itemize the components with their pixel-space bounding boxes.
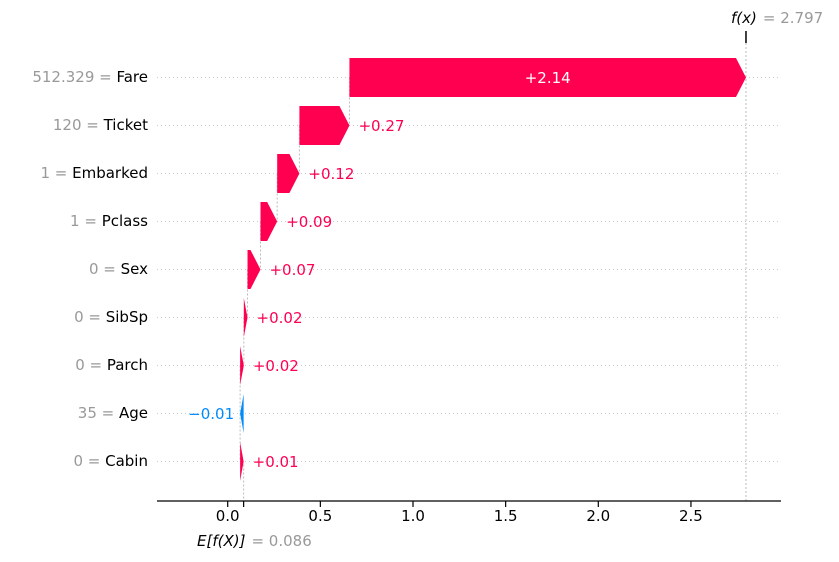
bar-embarked bbox=[277, 154, 300, 193]
feature-name-text: Pclass bbox=[101, 211, 148, 230]
feature-label-parch: 0 = Parch bbox=[75, 355, 148, 376]
feature-label-ticket: 120 = Ticket bbox=[53, 115, 148, 136]
expected-value-annotation: E[f(X)] = 0.086 bbox=[197, 532, 312, 551]
feature-name-text: Embarked bbox=[72, 163, 148, 182]
fx-annotation: f(x) = 2.797 bbox=[731, 9, 823, 28]
feature-label-age: 35 = Age bbox=[78, 403, 148, 424]
x-tick-label: 0.0 bbox=[215, 507, 240, 525]
feature-label-pclass: 1 = Pclass bbox=[70, 211, 148, 232]
contribution-label-age: −0.01 bbox=[188, 404, 235, 423]
feature-value-text: 120 = bbox=[52, 115, 104, 134]
expected-value-math-label: E[f(X)] bbox=[197, 532, 246, 550]
feature-value-text: 0 = bbox=[74, 307, 106, 326]
bar-sex bbox=[247, 250, 261, 289]
bar-pclass bbox=[260, 202, 278, 241]
contribution-label-parch: +0.02 bbox=[252, 356, 299, 375]
feature-name-text: Age bbox=[118, 403, 148, 422]
feature-value-text: 35 = bbox=[77, 403, 119, 422]
feature-value-text: 0 = bbox=[88, 259, 121, 278]
bar-cabin bbox=[240, 442, 244, 481]
feature-value-text: 512.329 = bbox=[32, 67, 117, 86]
x-tick-label: 1.0 bbox=[401, 507, 425, 525]
feature-name-text: Parch bbox=[106, 355, 148, 374]
x-tick-label: 2.0 bbox=[586, 507, 611, 525]
bar-parch bbox=[240, 346, 244, 385]
x-tick-label: 1.5 bbox=[493, 507, 518, 525]
fx-value-text: = 2.797 bbox=[762, 9, 824, 27]
feature-name-text: Sex bbox=[120, 259, 148, 278]
feature-label-fare: 512.329 = Fare bbox=[32, 67, 148, 88]
contribution-label-fare: +2.14 bbox=[524, 68, 571, 87]
feature-label-embarked: 1 = Embarked bbox=[40, 163, 148, 184]
contribution-label-embarked: +0.12 bbox=[308, 164, 355, 183]
feature-label-cabin: 0 = Cabin bbox=[73, 451, 148, 472]
contribution-label-ticket: +0.27 bbox=[358, 116, 405, 135]
bar-fare bbox=[349, 58, 746, 97]
feature-name-text: Fare bbox=[116, 67, 148, 86]
feature-label-sibsp: 0 = SibSp bbox=[74, 307, 148, 328]
feature-label-sex: 0 = Sex bbox=[89, 259, 148, 280]
expected-value-text: = 0.086 bbox=[251, 532, 312, 550]
feature-value-text: 1 = bbox=[70, 211, 102, 230]
bar-age bbox=[240, 394, 244, 433]
contribution-label-cabin: +0.01 bbox=[252, 452, 299, 471]
feature-value-text: 1 = bbox=[40, 163, 73, 182]
x-tick-label: 0.5 bbox=[308, 507, 333, 525]
contribution-label-pclass: +0.09 bbox=[286, 212, 333, 231]
feature-name-text: SibSp bbox=[105, 307, 148, 326]
fx-math-label: f(x) bbox=[731, 9, 757, 27]
feature-value-text: 0 = bbox=[75, 355, 107, 374]
contribution-label-sibsp: +0.02 bbox=[256, 308, 303, 327]
feature-name-text: Ticket bbox=[103, 115, 148, 134]
x-tick-label: 2.5 bbox=[679, 507, 703, 525]
feature-value-text: 0 = bbox=[73, 451, 106, 470]
feature-name-text: Cabin bbox=[105, 451, 148, 470]
bar-ticket bbox=[299, 106, 350, 145]
bar-sibsp bbox=[243, 298, 248, 337]
contribution-label-sex: +0.07 bbox=[269, 260, 316, 279]
